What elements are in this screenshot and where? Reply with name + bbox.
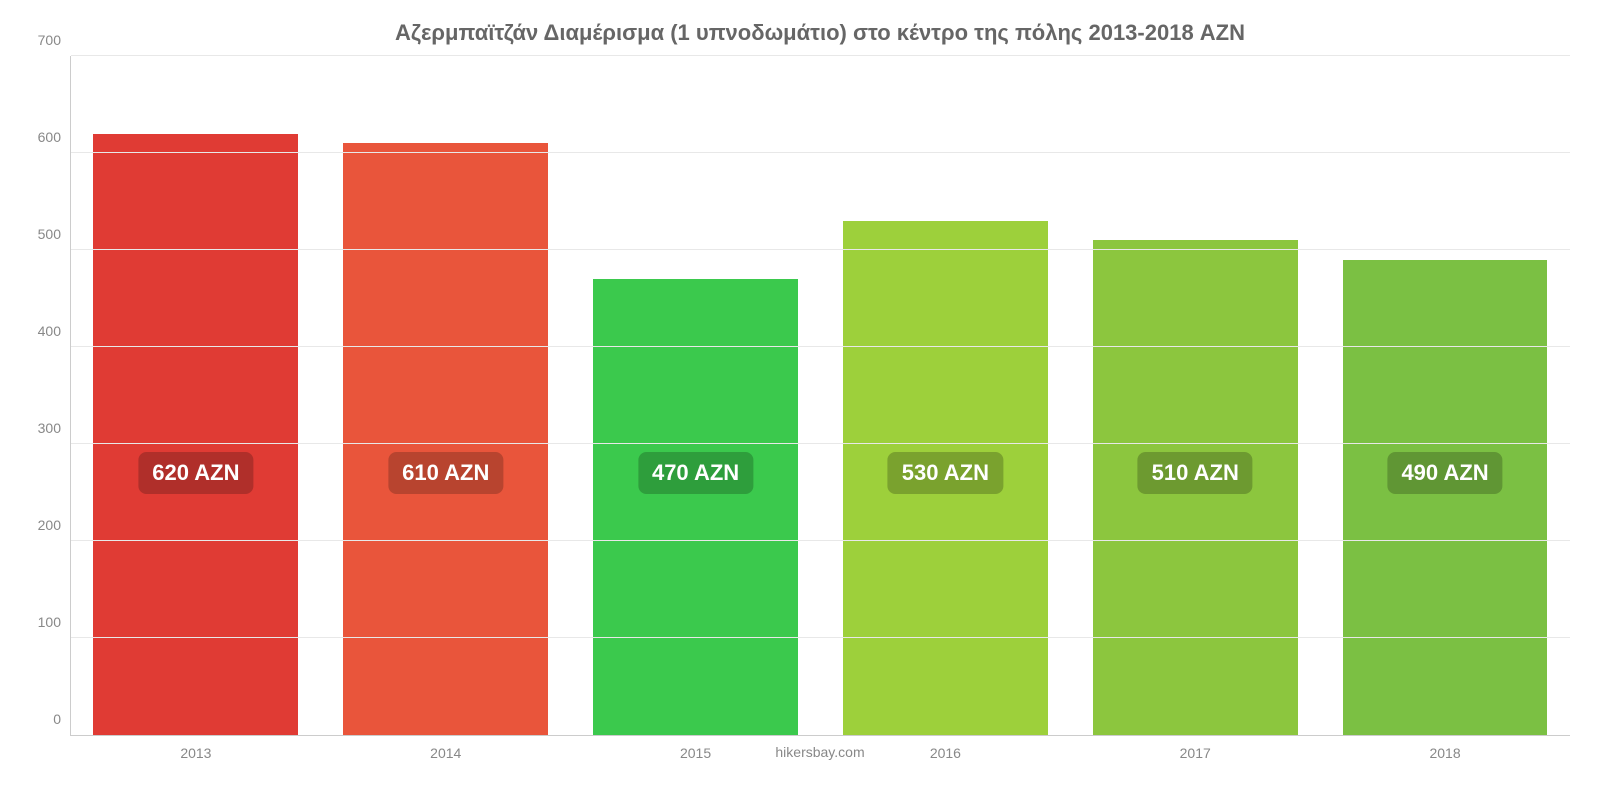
bars-row: 620 AZN2013610 AZN2014470 AZN2015530 AZN…: [71, 56, 1570, 735]
y-tick-label: 200: [38, 517, 71, 533]
y-tick-label: 400: [38, 323, 71, 339]
grid-line: [71, 346, 1570, 347]
bar-value-label: 470 AZN: [638, 452, 753, 494]
bar-slot: 530 AZN2016: [820, 56, 1070, 735]
grid-line: [71, 637, 1570, 638]
y-tick-label: 0: [53, 711, 71, 727]
y-tick-label: 300: [38, 420, 71, 436]
grid-line: [71, 540, 1570, 541]
x-tick-label: 2016: [930, 735, 961, 761]
x-tick-label: 2018: [1429, 735, 1460, 761]
grid-line: [71, 55, 1570, 56]
grid-line: [71, 249, 1570, 250]
bar: 530 AZN: [843, 221, 1048, 735]
bar-slot: 470 AZN2015: [571, 56, 821, 735]
x-tick-label: 2014: [430, 735, 461, 761]
bar: 510 AZN: [1093, 240, 1298, 735]
x-tick-label: 2013: [180, 735, 211, 761]
grid-line: [71, 152, 1570, 153]
bar-value-label: 610 AZN: [388, 452, 503, 494]
bar: 490 AZN: [1343, 260, 1548, 735]
bar-slot: 610 AZN2014: [321, 56, 571, 735]
x-tick-label: 2017: [1180, 735, 1211, 761]
y-tick-label: 600: [38, 129, 71, 145]
bar: 470 AZN: [593, 279, 798, 735]
bar-slot: 490 AZN2018: [1320, 56, 1570, 735]
y-tick-label: 700: [38, 32, 71, 48]
y-tick-label: 100: [38, 614, 71, 630]
bar: 610 AZN: [343, 143, 548, 735]
plot-area: 620 AZN2013610 AZN2014470 AZN2015530 AZN…: [70, 56, 1570, 736]
chart-container: Αζερμπαϊτζάν Διαμέρισμα (1 υπνοδωμάτιο) …: [0, 0, 1600, 800]
chart-title: Αζερμπαϊτζάν Διαμέρισμα (1 υπνοδωμάτιο) …: [70, 20, 1570, 46]
bar-value-label: 490 AZN: [1387, 452, 1502, 494]
x-tick-label: 2015: [680, 735, 711, 761]
bar-value-label: 510 AZN: [1138, 452, 1253, 494]
grid-line: [71, 443, 1570, 444]
y-tick-label: 500: [38, 226, 71, 242]
bar: 620 AZN: [93, 134, 298, 735]
chart-source: hikersbay.com: [70, 736, 1570, 760]
bar-value-label: 620 AZN: [138, 452, 253, 494]
bar-slot: 510 AZN2017: [1070, 56, 1320, 735]
bar-slot: 620 AZN2013: [71, 56, 321, 735]
bar-value-label: 530 AZN: [888, 452, 1003, 494]
